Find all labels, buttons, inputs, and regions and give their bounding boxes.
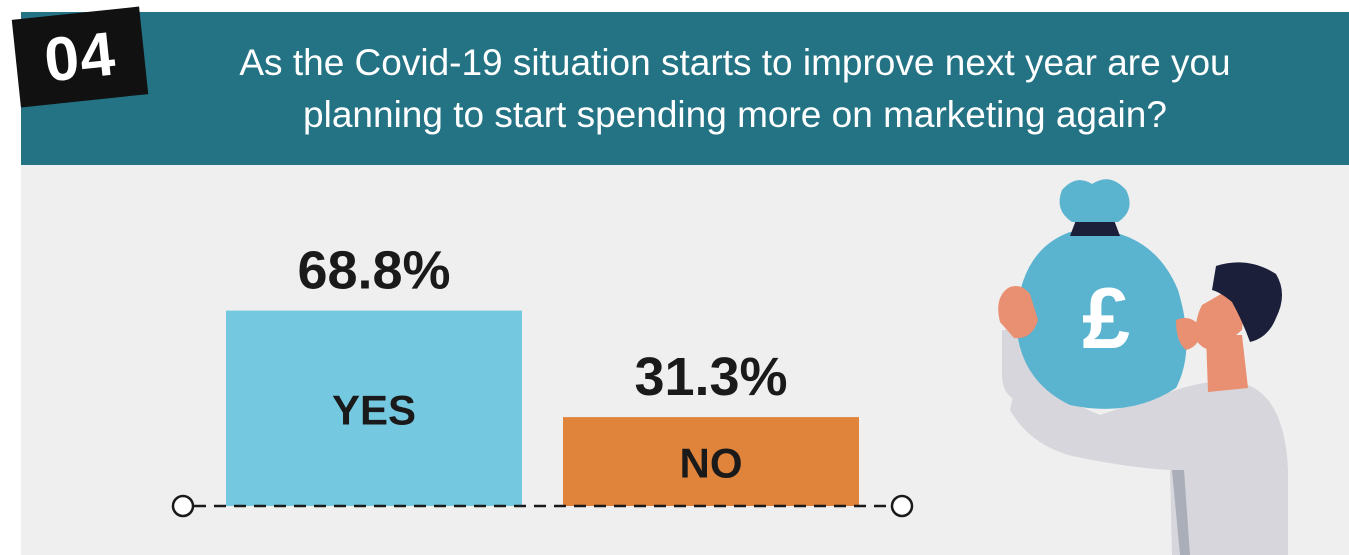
sweater-shadow	[1172, 470, 1190, 555]
question-text: As the Covid-19 situation starts to impr…	[239, 41, 1231, 135]
person-hair	[1212, 262, 1282, 342]
person-lifting-money-bag-illustration: £	[998, 179, 1288, 555]
baseline-end-circle	[890, 494, 914, 518]
bar-no	[563, 417, 859, 506]
money-bag	[1016, 232, 1187, 409]
baseline-start-circle	[171, 494, 195, 518]
category-label-no: NO	[680, 440, 743, 487]
question-header	[21, 12, 1349, 165]
money-bag-tie	[1070, 220, 1120, 236]
pound-sign-icon: £	[1082, 271, 1130, 367]
person-face	[1195, 290, 1243, 351]
value-label-no: 31.3%	[634, 347, 787, 407]
value-label-yes: 68.8%	[297, 241, 450, 301]
bar-yes	[226, 310, 522, 506]
person-hand-left	[998, 286, 1038, 339]
bar-chart: YES 68.8% NO 31.3%	[171, 241, 914, 518]
money-bag-top	[1059, 179, 1130, 222]
person-hand-right	[1176, 318, 1201, 350]
category-label-yes: YES	[332, 386, 416, 433]
person-sweater	[1010, 365, 1288, 555]
